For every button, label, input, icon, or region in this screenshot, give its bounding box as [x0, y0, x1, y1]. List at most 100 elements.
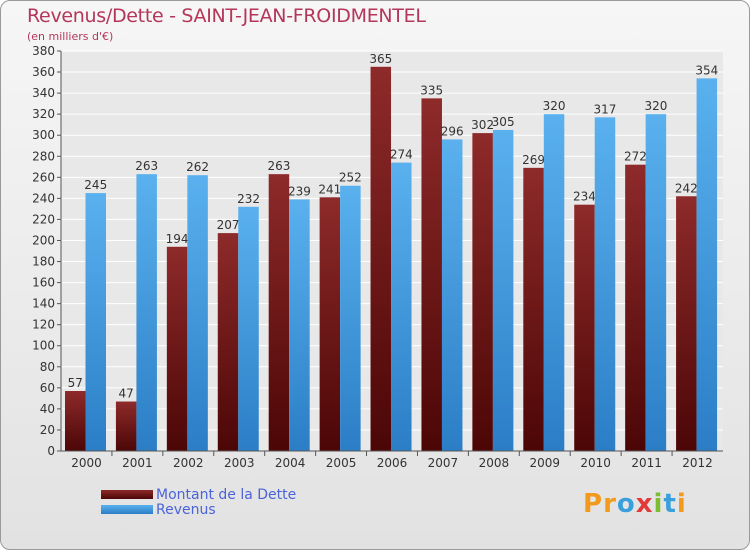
chart-subtitle: (en milliers d'€) [27, 30, 114, 43]
data-label: 354 [695, 63, 718, 77]
bar-revenus [492, 129, 514, 451]
y-tick-label: 320 [32, 107, 55, 121]
y-tick-label: 100 [32, 339, 55, 353]
y-tick-label: 140 [32, 297, 55, 311]
y-tick-label: 40 [40, 402, 55, 416]
data-label: 252 [339, 171, 362, 185]
bar-debt [268, 174, 290, 451]
y-tick-label: 160 [32, 276, 55, 290]
data-label: 274 [390, 148, 413, 162]
data-label: 302 [471, 118, 494, 132]
y-tick-label: 380 [32, 44, 55, 58]
y-tick-label: 200 [32, 233, 55, 247]
x-tick-label: 2000 [71, 456, 102, 470]
y-tick-label: 120 [32, 318, 55, 332]
x-tick-label: 2011 [631, 456, 662, 470]
legend-item-revenus: Revenus [101, 502, 296, 517]
bar-revenus [696, 78, 718, 452]
x-tick-label: 2006 [377, 456, 408, 470]
legend-swatch-debt [101, 490, 153, 499]
legend-label-debt: Montant de la Dette [156, 486, 297, 503]
bar-revenus [594, 117, 616, 451]
bar-debt [370, 66, 392, 451]
y-tick-label: 60 [40, 381, 55, 395]
bar-revenus [238, 206, 259, 451]
data-label: 232 [237, 192, 260, 206]
data-label: 269 [522, 153, 545, 167]
data-label: 239 [288, 184, 311, 198]
data-label: 234 [573, 190, 596, 204]
x-tick-label: 2010 [580, 456, 611, 470]
x-tick-label: 2003 [224, 456, 255, 470]
y-tick-label: 180 [32, 255, 55, 269]
logo-letter: t [663, 489, 677, 519]
data-label: 263 [267, 159, 290, 173]
data-label: 305 [492, 115, 515, 129]
bar-revenus [340, 185, 361, 451]
bar-debt [574, 204, 595, 451]
bar-revenus [441, 139, 463, 451]
y-tick-label: 240 [32, 191, 55, 205]
x-tick-label: 2005 [326, 456, 357, 470]
bar-revenus [391, 162, 412, 451]
y-tick-label: 80 [40, 360, 55, 374]
data-label: 207 [217, 218, 240, 232]
data-label: 263 [135, 159, 158, 173]
data-label: 57 [68, 376, 83, 390]
bar-revenus [543, 114, 565, 451]
bar-debt [676, 196, 697, 451]
y-tick-label: 260 [32, 170, 55, 184]
y-tick-label: 360 [32, 65, 55, 79]
bar-revenus [187, 175, 208, 452]
data-label: 262 [186, 160, 209, 174]
x-tick-label: 2007 [428, 456, 459, 470]
chart-title: Revenus/Dette - SAINT-JEAN-FROIDMENTEL [27, 5, 426, 27]
bar-debt [166, 246, 188, 451]
logo-letter: r [603, 489, 617, 519]
bar-revenus [289, 199, 310, 451]
data-label: 320 [543, 99, 566, 113]
y-tick-label: 300 [32, 128, 55, 142]
y-tick-label: 280 [32, 149, 55, 163]
legend-label-revenus: Revenus [156, 501, 216, 518]
y-tick-label: 220 [32, 212, 55, 226]
bar-debt [319, 197, 341, 451]
logo-letter: P [583, 489, 604, 519]
bar-revenus [85, 193, 106, 451]
logo-letter: i [653, 489, 664, 519]
bar-debt [217, 233, 239, 451]
legend-swatch-revenus [101, 505, 153, 514]
y-tick-label: 340 [32, 86, 55, 100]
data-label: 320 [644, 99, 667, 113]
data-label: 245 [84, 178, 107, 192]
data-label: 365 [369, 52, 392, 66]
bar-debt [65, 391, 86, 451]
data-label: 335 [420, 83, 443, 97]
data-label: 317 [594, 102, 617, 116]
data-label: 241 [318, 182, 341, 196]
x-tick-label: 2012 [682, 456, 713, 470]
x-tick-label: 2001 [122, 456, 153, 470]
data-label: 272 [624, 150, 647, 164]
bar-debt [115, 401, 137, 451]
proxiti-logo: Proxiti [583, 489, 687, 519]
bar-debt [523, 167, 544, 451]
bar-revenus [645, 114, 667, 451]
x-tick-label: 2008 [479, 456, 510, 470]
data-label: 194 [166, 232, 189, 246]
y-tick-label: 20 [40, 423, 55, 437]
bar-debt [421, 98, 442, 452]
logo-letter: i [676, 489, 687, 519]
legend-item-debt: Montant de la Dette [101, 487, 296, 502]
bar-debt [472, 133, 493, 451]
data-label: 296 [441, 124, 464, 138]
logo-letter: x [635, 489, 654, 519]
logo-letter: o [616, 489, 636, 519]
y-tick-label: 0 [47, 444, 55, 458]
x-tick-label: 2004 [275, 456, 306, 470]
data-label: 242 [675, 181, 698, 195]
x-tick-label: 2009 [529, 456, 560, 470]
x-tick-label: 2002 [173, 456, 204, 470]
legend: Montant de la Dette Revenus [101, 487, 296, 517]
